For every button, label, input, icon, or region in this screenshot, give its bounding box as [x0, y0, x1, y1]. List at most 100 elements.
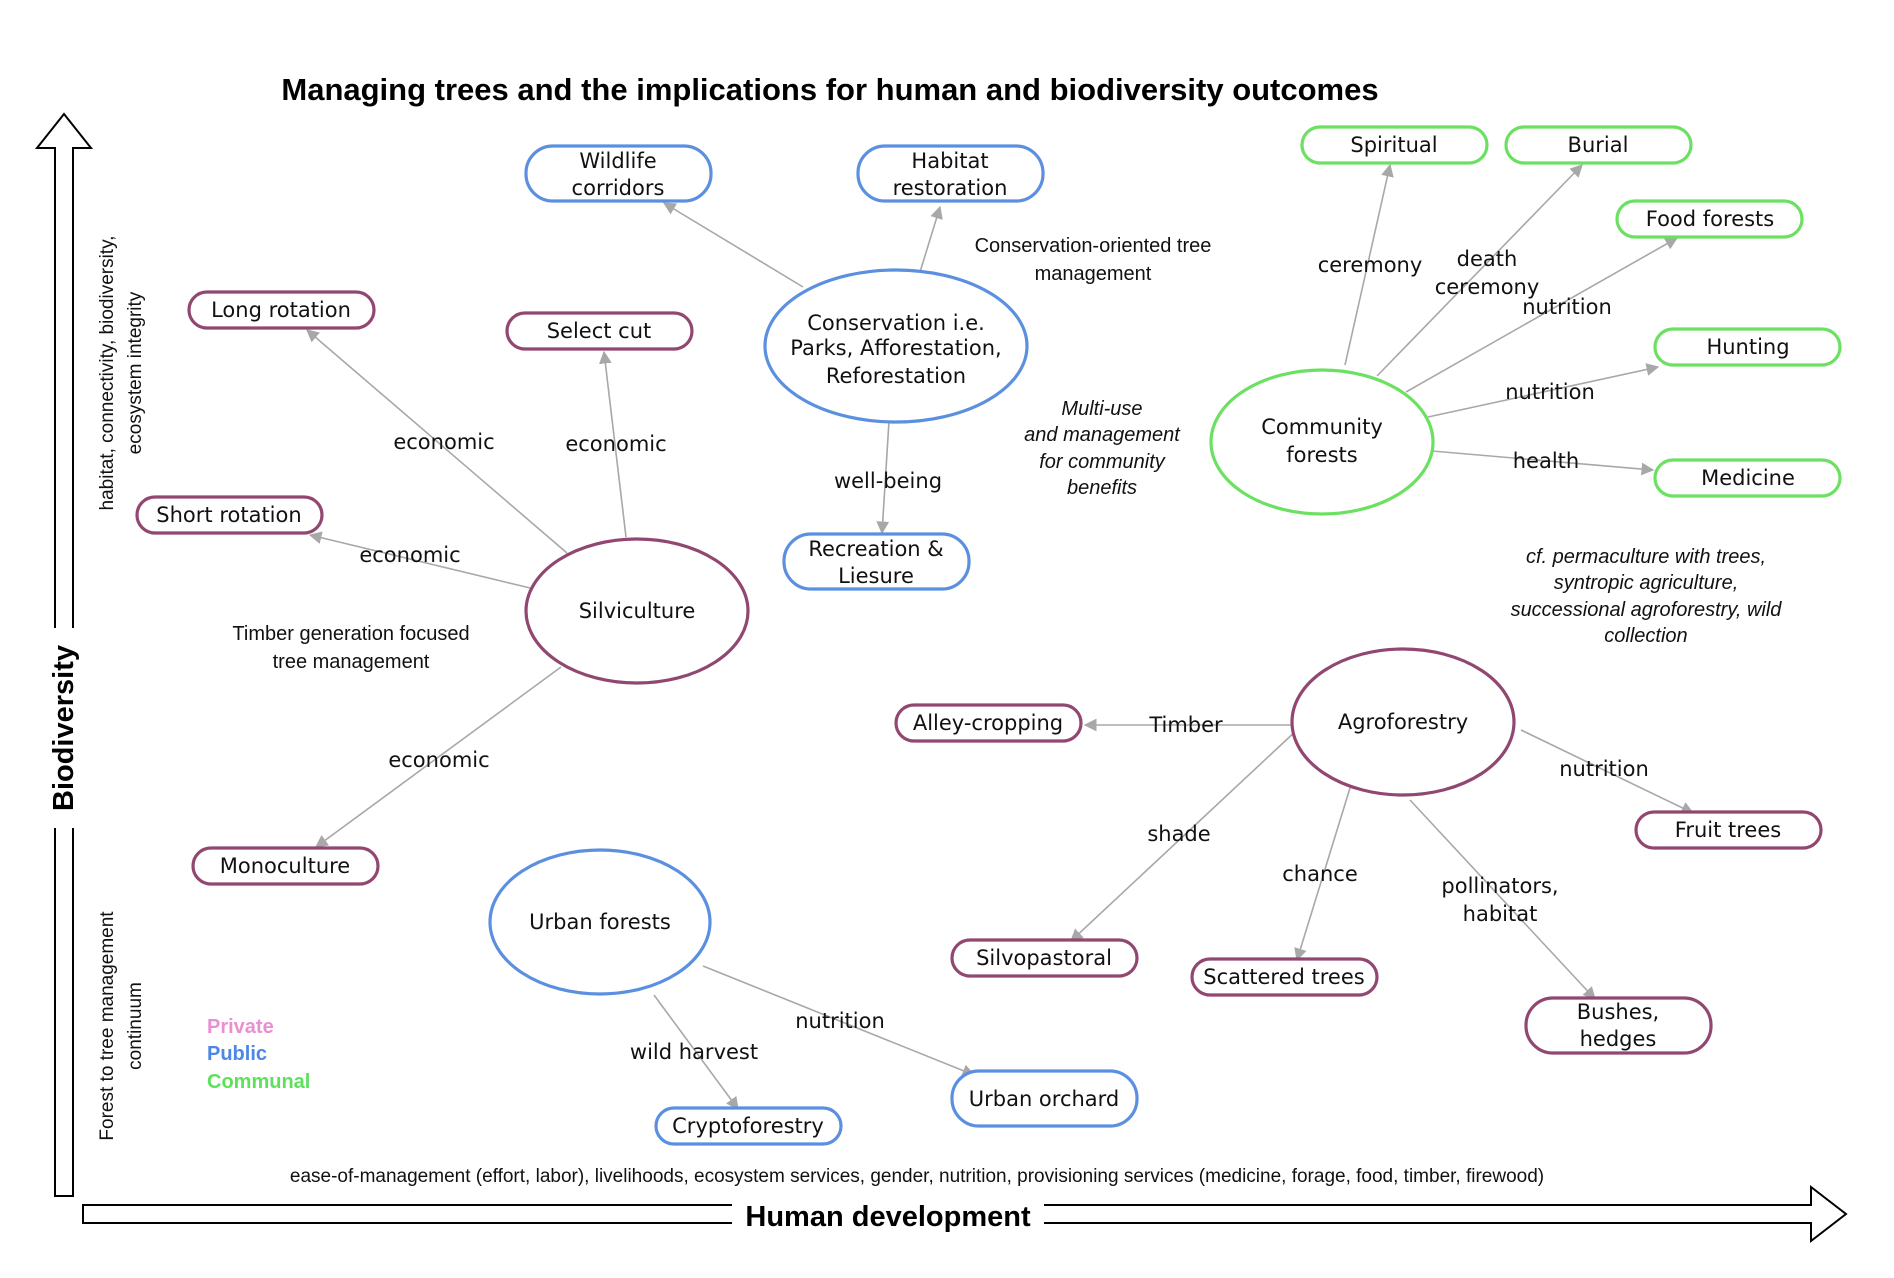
node-urban-orchard-label: Urban orchard	[969, 1087, 1120, 1111]
edge-urban-orchard	[702, 965, 976, 1077]
node-urban-orchard[interactable]: Urban orchard	[950, 1069, 1139, 1128]
node-long-rotation-shape[interactable]	[187, 290, 376, 330]
biodiversity-axis-top-label-1: habitat, connectivity, biodiversity,	[97, 236, 118, 511]
biodiversity-axis-top-label-2: ecosystem integrity	[125, 291, 146, 454]
node-wildlife-corridors-label-1: Wildlife	[579, 149, 656, 173]
edge-silviculture-monoculture	[314, 666, 562, 848]
node-fruit-trees-shape[interactable]	[1634, 810, 1823, 850]
biodiversity-axis-bottom-label-1: Forest to tree management	[97, 911, 118, 1141]
edge-label-economic-select: economic	[565, 432, 666, 456]
node-bushes-hedges-shape[interactable]	[1524, 996, 1713, 1055]
node-monoculture[interactable]: Monoculture	[191, 846, 380, 886]
edge-conservation-recreation	[876, 420, 890, 535]
edge-community-burial	[1376, 164, 1583, 377]
node-conservation-label-1: Conservation i.e.	[807, 311, 985, 335]
node-cryptoforestry[interactable]: Cryptoforestry	[654, 1106, 843, 1146]
node-bushes-hedges-label-1: Bushes,	[1577, 1000, 1660, 1024]
node-cryptoforestry-label: Cryptoforestry	[672, 1114, 824, 1138]
node-fruit-trees[interactable]: Fruit trees	[1634, 810, 1823, 850]
node-short-rotation-shape[interactable]	[135, 495, 324, 535]
edge-silviculture-long-rotation	[306, 329, 568, 554]
node-alley-cropping[interactable]: Alley-cropping	[894, 703, 1083, 743]
human-development-axis-title: Human development	[745, 1201, 1031, 1233]
node-hunting-shape[interactable]	[1653, 327, 1842, 367]
node-cryptoforestry-shape[interactable]	[654, 1106, 843, 1146]
node-community-forests-label-2: forests	[1286, 443, 1357, 467]
node-select-cut-shape[interactable]	[505, 311, 694, 351]
biodiversity-axis-bottom-label-2: continuum	[125, 982, 146, 1070]
node-spiritual[interactable]: Spiritual	[1300, 125, 1489, 165]
note-timber-2: tree management	[273, 651, 430, 673]
edge-labels: well-being ceremony death ceremony nutri…	[359, 247, 1648, 1064]
edge-label-nutrition-hunting: nutrition	[1505, 380, 1595, 404]
node-silviculture-shape[interactable]	[524, 537, 750, 685]
node-select-cut[interactable]: Select cut	[505, 311, 694, 351]
edge-silviculture-short-rotation	[308, 531, 531, 589]
node-hunting[interactable]: Hunting	[1653, 327, 1842, 367]
legend-communal: Communal	[207, 1071, 310, 1093]
edge-agroforestry-bushes-hedges	[1409, 799, 1596, 1000]
node-silvopastoral[interactable]: Silvopastoral	[950, 938, 1139, 978]
node-wildlife-corridors-shape[interactable]	[524, 144, 713, 203]
node-bushes-hedges[interactable]: Bushes, hedges	[1524, 996, 1713, 1055]
node-wildlife-corridors[interactable]: Wildlife corridors	[524, 144, 713, 203]
node-scattered-trees[interactable]: Scattered trees	[1190, 957, 1379, 997]
node-monoculture-shape[interactable]	[191, 846, 380, 886]
diagram-title: Managing trees and the implications for …	[281, 72, 1378, 107]
node-agroforestry[interactable]: Agroforestry	[1290, 647, 1516, 797]
node-urban-orchard-shape[interactable]	[950, 1069, 1139, 1128]
node-conservation-shape[interactable]	[763, 268, 1029, 424]
edge-label-nutrition-orchard: nutrition	[795, 1009, 885, 1033]
node-spiritual-shape[interactable]	[1300, 125, 1489, 165]
notes: Conservation-oriented tree management Mu…	[232, 235, 1782, 673]
node-silvopastoral-label: Silvopastoral	[976, 946, 1112, 970]
node-agroforestry-shape[interactable]	[1290, 647, 1516, 797]
node-scattered-trees-shape[interactable]	[1190, 957, 1379, 997]
edge-label-shade: shade	[1147, 822, 1210, 846]
node-short-rotation[interactable]: Short rotation	[135, 495, 324, 535]
node-habitat-restoration-shape[interactable]	[856, 144, 1045, 203]
node-bushes-hedges-label-2: hedges	[1580, 1027, 1657, 1051]
node-scattered-trees-label: Scattered trees	[1203, 965, 1364, 989]
node-community-forests-shape[interactable]	[1209, 368, 1435, 516]
edge-label-death-ceremony-2: ceremony	[1435, 275, 1540, 299]
node-urban-forests[interactable]: Urban forests	[488, 848, 712, 996]
node-medicine-shape[interactable]	[1653, 458, 1842, 498]
biodiversity-axis-title-bg	[46, 628, 82, 828]
biodiversity-axis-title: Biodiversity	[48, 645, 80, 811]
node-urban-forests-shape[interactable]	[488, 848, 712, 996]
human-development-axis-title-bg	[732, 1198, 1044, 1234]
node-alley-cropping-shape[interactable]	[894, 703, 1083, 743]
node-recreation-shape[interactable]	[782, 532, 971, 591]
legend-public: Public	[207, 1043, 267, 1065]
node-food-forests-shape[interactable]	[1615, 199, 1804, 239]
edge-label-ceremony: ceremony	[1318, 253, 1423, 277]
edges	[306, 163, 1695, 1111]
node-silvopastoral-shape[interactable]	[950, 938, 1139, 978]
note-permaculture-4: collection	[1604, 625, 1687, 647]
note-permaculture-2: syntropic agriculture,	[1554, 572, 1739, 594]
edge-label-economic-short: economic	[359, 543, 460, 567]
node-medicine[interactable]: Medicine	[1653, 458, 1842, 498]
node-community-forests[interactable]: Community forests	[1209, 368, 1435, 516]
node-silviculture[interactable]: Silviculture	[524, 537, 750, 685]
node-conservation[interactable]: Conservation i.e. Parks, Afforestation, …	[763, 268, 1029, 424]
edge-community-food-forests	[1405, 237, 1679, 393]
node-long-rotation-label: Long rotation	[211, 298, 351, 322]
node-recreation-label-1: Recreation &	[808, 537, 943, 561]
node-food-forests[interactable]: Food forests	[1615, 199, 1804, 239]
node-burial[interactable]: Burial	[1504, 125, 1693, 165]
legend: Private Public Communal	[207, 1016, 310, 1093]
edge-label-economic-long: economic	[393, 430, 494, 454]
node-burial-shape[interactable]	[1504, 125, 1693, 165]
note-timber-1: Timber generation focused	[232, 623, 469, 645]
edge-urban-cryptoforestry	[653, 994, 739, 1111]
node-habitat-restoration-label-2: restoration	[893, 176, 1008, 200]
node-long-rotation[interactable]: Long rotation	[187, 290, 376, 330]
node-recreation[interactable]: Recreation & Liesure	[782, 532, 971, 591]
node-habitat-restoration[interactable]: Habitat restoration	[856, 144, 1045, 203]
node-recreation-label-2: Liesure	[838, 564, 914, 588]
node-select-cut-label: Select cut	[547, 319, 652, 343]
edge-label-timber: Timber	[1148, 713, 1223, 737]
edge-label-death-ceremony-1: death	[1457, 247, 1518, 271]
